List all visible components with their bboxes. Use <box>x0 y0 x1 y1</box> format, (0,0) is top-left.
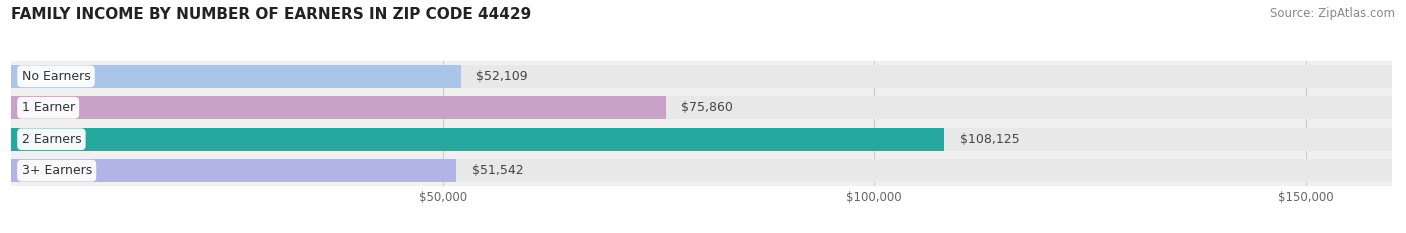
Text: 2 Earners: 2 Earners <box>21 133 82 146</box>
Bar <box>11 65 1392 88</box>
Bar <box>11 96 1392 119</box>
Bar <box>11 65 461 88</box>
Bar <box>11 96 666 119</box>
Text: $75,860: $75,860 <box>682 101 734 114</box>
Text: FAMILY INCOME BY NUMBER OF EARNERS IN ZIP CODE 44429: FAMILY INCOME BY NUMBER OF EARNERS IN ZI… <box>11 7 531 22</box>
Bar <box>11 159 456 182</box>
Bar <box>11 128 945 151</box>
Text: $51,542: $51,542 <box>471 164 523 177</box>
Bar <box>11 159 1392 182</box>
Text: No Earners: No Earners <box>21 70 90 83</box>
Text: Source: ZipAtlas.com: Source: ZipAtlas.com <box>1270 7 1395 20</box>
Text: $108,125: $108,125 <box>960 133 1019 146</box>
Text: 1 Earner: 1 Earner <box>21 101 75 114</box>
Bar <box>11 128 1392 151</box>
Text: 3+ Earners: 3+ Earners <box>21 164 91 177</box>
Text: $52,109: $52,109 <box>477 70 529 83</box>
